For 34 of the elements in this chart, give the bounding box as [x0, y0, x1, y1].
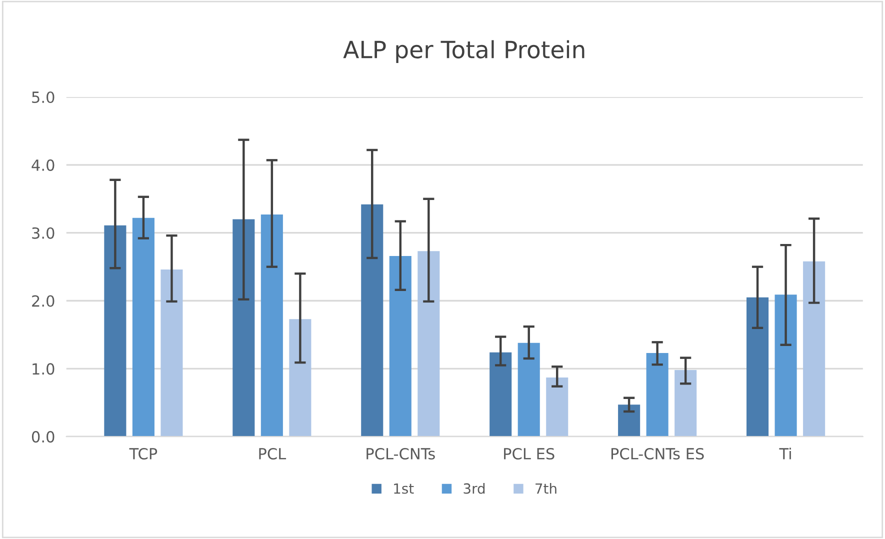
y-tick-label: 3.0: [32, 227, 54, 239]
bar: [418, 251, 440, 437]
bar: [803, 261, 826, 437]
bar: [774, 294, 797, 437]
y-tick-label: 2.0: [32, 295, 54, 307]
bar: [289, 319, 312, 437]
bar: [232, 219, 255, 437]
x-tick-label: PCL ES: [504, 448, 554, 460]
bar: [546, 378, 568, 437]
y-tick-label: 1.0: [32, 363, 54, 375]
x-tick-label: Ti: [779, 448, 791, 460]
bar: [518, 342, 540, 437]
y-tick-label: 5.0: [32, 91, 54, 104]
y-tick-label: 0.0: [32, 431, 54, 443]
chart-title: ALP per Total Protein: [343, 40, 584, 64]
x-tick-label: TCP: [129, 448, 158, 460]
x-tick-label: PCL-CNTs ES: [611, 448, 704, 460]
bar: [104, 225, 126, 437]
bar: [361, 204, 384, 437]
x-tick-label: PCL: [259, 448, 286, 460]
x-tick-label: PCL-CNTs: [366, 448, 435, 460]
bar: [132, 218, 154, 437]
legend-label: 1st: [394, 483, 414, 494]
legend-label: 7th: [536, 483, 556, 494]
bar: [160, 270, 183, 437]
bar: [646, 353, 668, 437]
bar: [746, 297, 769, 437]
y-tick-label: 4.0: [32, 159, 54, 171]
bar: [260, 214, 283, 437]
bar: [618, 404, 640, 437]
legend-label: 3rd: [464, 483, 485, 494]
bar: [490, 352, 512, 437]
bar: [674, 370, 697, 437]
bar: [389, 256, 412, 437]
